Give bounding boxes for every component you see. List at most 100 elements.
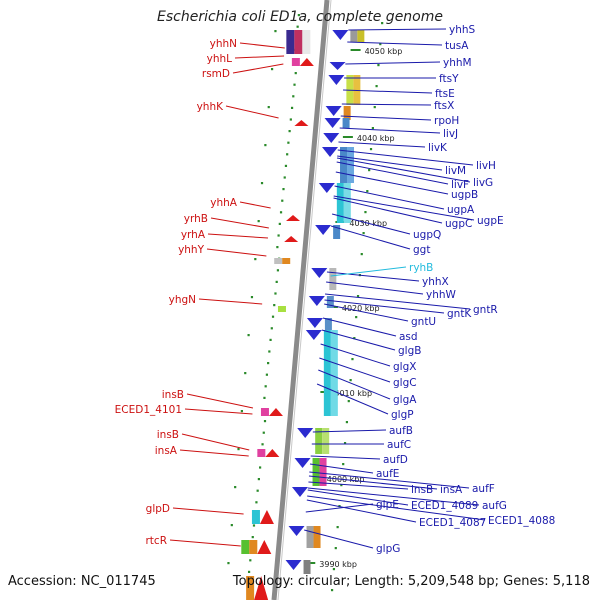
leader-line [307, 495, 486, 521]
kbp-marker-label: 4010 kbp [334, 389, 372, 398]
tick-mark [282, 188, 285, 191]
tick-mark [353, 337, 356, 340]
gene-label-glgb: glgB [398, 345, 421, 357]
leader-line [324, 303, 409, 322]
tick-mark [290, 106, 294, 109]
reverse-gene-block [294, 30, 303, 54]
gene-label-ugpb: ugpB [451, 189, 478, 201]
leader-line [207, 233, 269, 239]
leader-line [186, 393, 254, 409]
tick-mark [268, 350, 271, 353]
tick-mark [257, 220, 260, 223]
gene-label-eced1-4101: ECED1_4101 [115, 404, 182, 416]
tick-mark [360, 253, 363, 256]
leader-line [347, 41, 443, 46]
leader-line [184, 408, 253, 415]
gene-label-yhhy: yhhY [178, 244, 205, 256]
forward-gene-arrow [297, 428, 314, 438]
forward-gene-arrow [324, 118, 341, 128]
leader-line [322, 317, 397, 337]
reverse-gene-block [246, 576, 255, 600]
forward-gene-block [306, 526, 314, 548]
gene-label-gntr: gntR [473, 304, 498, 316]
forward-gene-block [319, 458, 327, 486]
forward-gene-arrow [315, 225, 332, 235]
leader-line [324, 293, 471, 310]
forward-gene-block [315, 428, 323, 454]
reverse-gene-arrow [286, 215, 301, 221]
tick-mark [375, 85, 378, 88]
leader-line [172, 507, 244, 515]
gene-label-gntk: gntK [447, 308, 472, 320]
leader-line [330, 225, 411, 250]
gene-label-ftse: ftsE [435, 88, 455, 100]
tick-mark [356, 295, 360, 298]
tick-mark [227, 562, 230, 565]
gene-label-eced1-4087: ECED1_4087 [419, 517, 486, 529]
leader-line [179, 449, 249, 457]
tick-mark [274, 30, 277, 33]
tick-mark [244, 372, 247, 375]
tick-mark [355, 316, 358, 319]
leader-line [316, 383, 389, 415]
gene-label-yhhm: yhhM [443, 57, 472, 69]
tick-mark [271, 315, 275, 318]
tick-mark [262, 431, 265, 434]
tick-mark [270, 327, 273, 330]
forward-gene-block [343, 106, 351, 120]
tick-mark [288, 130, 291, 133]
reverse-gene-block [241, 540, 250, 554]
leader-line [198, 298, 263, 305]
tick-mark [270, 68, 274, 71]
tick-mark [250, 296, 254, 299]
reverse-gene-arrow [268, 408, 283, 416]
tick-mark [257, 478, 260, 481]
forward-gene-block [324, 318, 332, 330]
tick-mark [264, 144, 267, 147]
tick-mark [294, 72, 297, 75]
forward-gene-arrow [311, 268, 328, 278]
tick-mark [381, 22, 384, 25]
leader-line [343, 89, 433, 94]
reverse-gene-arrow [265, 449, 280, 457]
forward-gene-block [336, 183, 344, 223]
gene-label-aufd: aufD [383, 454, 408, 466]
forward-gene-arrow [305, 330, 322, 340]
gene-label-glpd: glpD [146, 503, 170, 515]
leader-line [307, 487, 480, 506]
tick-mark [292, 95, 295, 98]
leader-line [340, 115, 432, 121]
forward-gene-block [313, 526, 321, 548]
tick-mark [287, 141, 290, 144]
gene-label-yhhx: yhhX [422, 276, 449, 288]
gene-label-livk: livK [428, 142, 448, 154]
forward-gene-block [330, 330, 338, 416]
tick-mark [274, 292, 277, 295]
leader-line [181, 433, 250, 451]
forward-gene-block [340, 147, 348, 183]
rna-label-ryhb: ryhB [409, 262, 433, 274]
tick-mark [259, 466, 262, 469]
tick-mark [263, 396, 266, 399]
rna-leader-line [330, 266, 407, 277]
tick-mark [267, 362, 270, 365]
forward-gene-arrow [306, 318, 323, 328]
tick-mark [276, 269, 280, 272]
gene-label-glgx: glgX [393, 361, 416, 373]
gene-label-ugpq: ugpQ [413, 229, 441, 241]
reverse-gene-block [286, 30, 295, 54]
tick-mark [263, 420, 267, 423]
tick-mark [336, 526, 339, 529]
gene-label-insa: insA [155, 445, 178, 457]
gene-label-rpoh: rpoH [434, 115, 459, 127]
tick-mark [264, 385, 267, 388]
tick-mark [366, 190, 369, 193]
genome-summary-text: Topology: circular; Length: 5,209,548 bp… [232, 574, 590, 589]
reverse-gene-block [277, 306, 286, 312]
tick-mark [368, 169, 371, 172]
gene-label-livg: livG [473, 177, 493, 189]
gene-label-glgp: glgP [391, 409, 414, 421]
gene-label-rsmd: rsmD [202, 68, 230, 80]
backbone-line [271, 0, 330, 601]
